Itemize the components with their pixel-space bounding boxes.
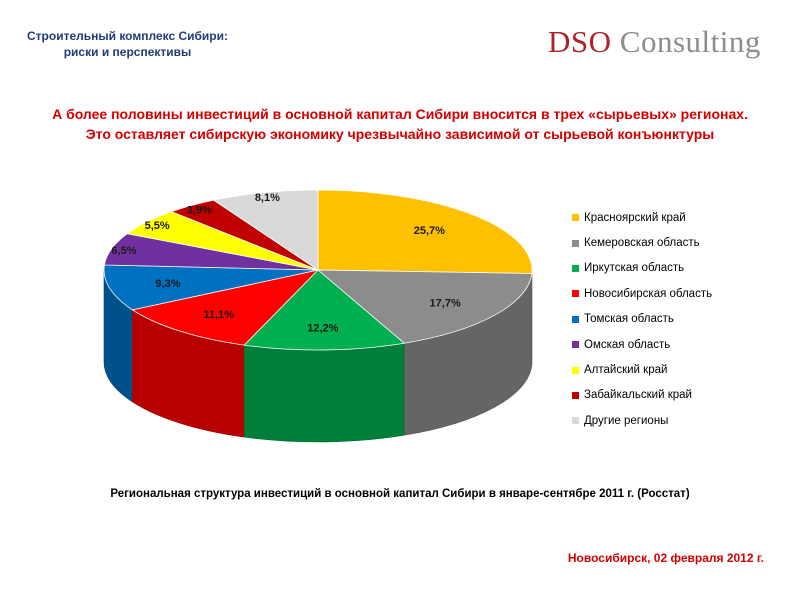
legend-label: Новосибирская область bbox=[584, 287, 713, 300]
legend-label: Томская область bbox=[584, 313, 674, 326]
legend-swatch bbox=[572, 341, 579, 349]
pie-slice-4 bbox=[103, 264, 319, 311]
pie-data-label-3: 11,1% bbox=[203, 309, 234, 321]
legend-swatch bbox=[572, 315, 579, 323]
legend-item: Омская область bbox=[572, 332, 712, 357]
pie-side-walls bbox=[103, 269, 533, 443]
pie-data-label-1: 17,7% bbox=[430, 298, 461, 310]
logo-consulting: Consulting bbox=[611, 24, 761, 59]
legend-label: Алтайский край bbox=[584, 364, 668, 377]
legend-swatch bbox=[572, 214, 579, 222]
legend-label: Забайкальский край bbox=[584, 389, 692, 402]
pie-slice-3 bbox=[131, 269, 320, 346]
pie-data-label-0: 25,7% bbox=[414, 225, 445, 237]
legend-item: Новосибирская область bbox=[572, 281, 712, 306]
legend-swatch bbox=[572, 264, 579, 272]
headline-line-1: А более половины инвестиций в основной к… bbox=[52, 106, 748, 122]
presentation-header: Строительный комплекс Сибири: риски и пе… bbox=[0, 28, 255, 60]
chart-legend: Красноярский край Кемеровская область Ирку… bbox=[572, 205, 712, 434]
legend-item: Иркутская область bbox=[572, 256, 712, 281]
pie-top bbox=[103, 189, 533, 351]
legend-item: Другие регионы bbox=[572, 408, 712, 433]
headline-line-2: Это оставляет сибирскую экономику чрезвы… bbox=[85, 126, 715, 142]
legend-item: Томская область bbox=[572, 307, 712, 332]
legend-item: Алтайский край bbox=[572, 357, 712, 382]
legend-item: Кемеровская область bbox=[572, 230, 712, 255]
pie-data-label-8: 8,1% bbox=[255, 192, 280, 204]
logo-dso: DSO bbox=[548, 24, 612, 59]
legend-label: Иркутская область bbox=[584, 262, 685, 275]
pie-slice-8 bbox=[212, 189, 319, 271]
legend-label: Кемеровская область bbox=[584, 237, 700, 250]
pie-data-labels: 25,7% 17,7% 12,2% 11,1% 9,3% 6,5% 5,5% 3,9% 8,1% bbox=[111, 192, 461, 334]
date-line: Новосибирск, 02 февраля 2012 г. bbox=[567, 551, 764, 565]
legend-swatch bbox=[572, 391, 579, 399]
company-logo: DSO Consulting bbox=[548, 24, 761, 60]
chart-caption: Региональная структура инвестиций в осно… bbox=[110, 488, 690, 500]
legend-swatch bbox=[572, 239, 579, 247]
pie-data-label-5: 6,5% bbox=[111, 245, 136, 257]
pie-data-label-2: 12,2% bbox=[307, 323, 338, 335]
legend-swatch bbox=[572, 417, 579, 425]
legend-label: Омская область bbox=[584, 338, 671, 351]
legend-swatch bbox=[572, 366, 579, 374]
pie-data-label-4: 9,3% bbox=[155, 278, 180, 290]
slide-headline: А более половины инвестиций в основной к… bbox=[0, 104, 800, 144]
pie-side-2 bbox=[243, 342, 405, 443]
pie-data-label-6: 5,5% bbox=[145, 220, 170, 232]
legend-label: Другие регионы bbox=[584, 414, 669, 427]
pie-slice-2 bbox=[243, 269, 406, 351]
legend-swatch bbox=[572, 290, 579, 298]
header-line-1: Строительный комплекс Сибири: bbox=[26, 29, 228, 43]
pie-slice-1 bbox=[316, 269, 533, 344]
header-line-2: риски и перспективы bbox=[63, 45, 192, 59]
legend-item: Забайкальский край bbox=[572, 383, 712, 408]
pie-data-label-7: 3,9% bbox=[187, 204, 212, 216]
pie-slice-0 bbox=[317, 189, 533, 274]
legend-label: Красноярский край bbox=[584, 211, 686, 224]
legend-item: Красноярский край bbox=[572, 205, 712, 230]
